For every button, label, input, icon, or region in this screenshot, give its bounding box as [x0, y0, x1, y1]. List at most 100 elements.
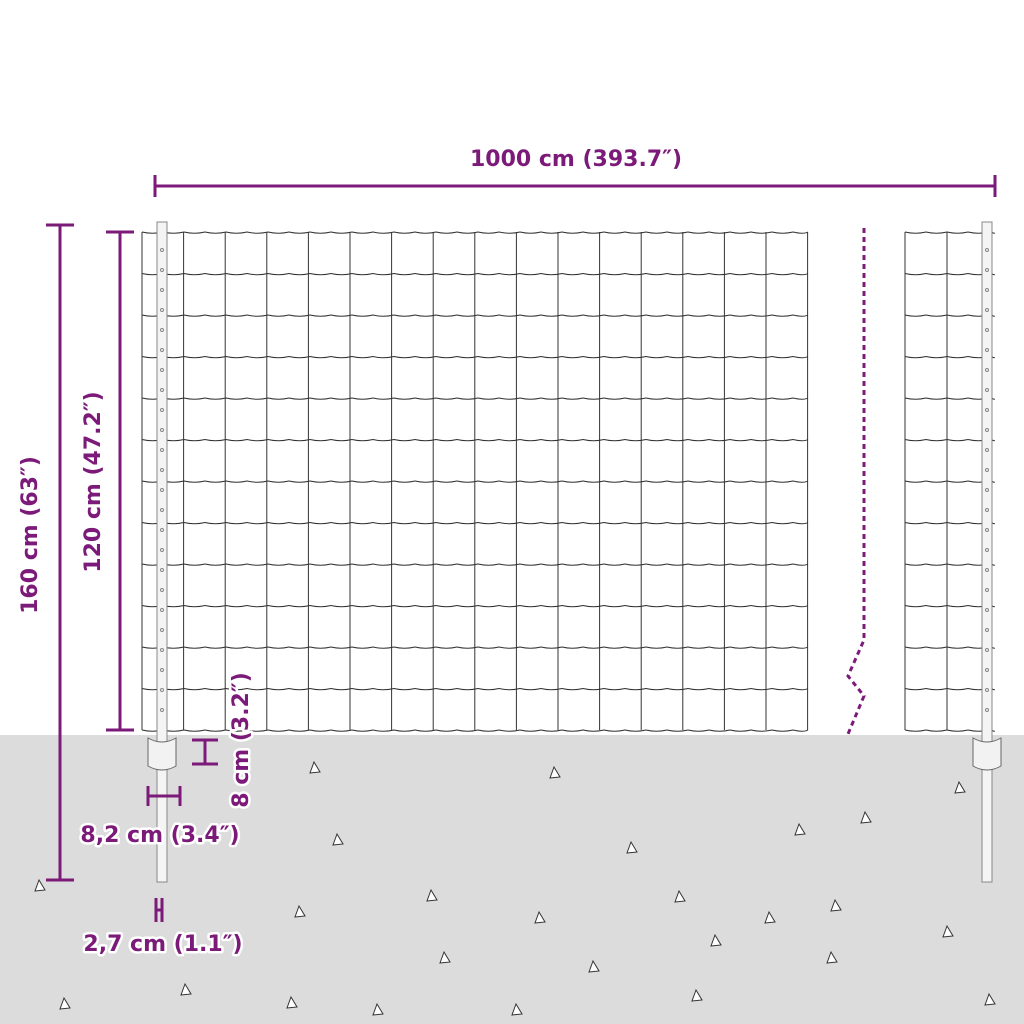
post-hole [160, 588, 164, 592]
post-hole [160, 548, 164, 552]
post-hole [985, 368, 989, 372]
post-hole [985, 528, 989, 532]
horizontal-wire [141, 355, 809, 359]
ground-plate [972, 737, 1002, 771]
ground-plate [147, 737, 177, 771]
post-hole [160, 348, 164, 352]
post-hole [985, 468, 989, 472]
horizontal-wire [904, 438, 995, 442]
ground [0, 735, 1024, 1024]
horizontal-wire [904, 272, 995, 276]
horizontal-wire [141, 231, 809, 234]
horizontal-wire [904, 687, 995, 691]
stone [764, 910, 776, 924]
stone [59, 996, 71, 1010]
post-hole [160, 608, 164, 612]
post-hole [985, 388, 989, 392]
post-hole [160, 468, 164, 472]
post-hole [985, 268, 989, 272]
post-width-label: 2,7 cm (1.1″) [83, 932, 242, 957]
stone [549, 765, 561, 779]
stone [332, 832, 344, 846]
stone [426, 888, 438, 902]
post-hole [985, 308, 989, 312]
horizontal-wire [141, 729, 809, 732]
post-hole [985, 428, 989, 432]
post-hole [160, 488, 164, 492]
horizontal-wire [141, 563, 809, 566]
fence-height-dimension-line [106, 230, 134, 732]
horizontal-wire [904, 563, 995, 566]
post-hole [985, 588, 989, 592]
post-hole [160, 528, 164, 532]
horizontal-wire [904, 314, 995, 317]
post-hole [985, 408, 989, 412]
stone [34, 878, 46, 892]
stone [588, 959, 600, 973]
post-hole [160, 428, 164, 432]
horizontal-wire [904, 231, 995, 234]
post-hole [160, 708, 164, 712]
post-hole [985, 608, 989, 612]
post-hole [985, 328, 989, 332]
post-hole [160, 628, 164, 632]
stone [294, 904, 306, 918]
stone [674, 889, 686, 903]
plate-width-label: 8,2 cm (3.4″) [80, 823, 239, 848]
post-hole [160, 248, 164, 252]
post-hole [160, 368, 164, 372]
post-hole [985, 448, 989, 452]
stone [860, 810, 872, 824]
stone [372, 1002, 384, 1016]
ground-stones [34, 760, 996, 1016]
post-hole [985, 568, 989, 572]
post-hole [985, 288, 989, 292]
post-hole [160, 508, 164, 512]
post-height-label: 160 cm (63″) [18, 456, 43, 614]
post-hole [985, 348, 989, 352]
stone [691, 988, 703, 1002]
stone [954, 780, 966, 794]
stone [511, 1002, 523, 1016]
fence-height-label: 120 cm (47.2″) [81, 391, 106, 572]
dimension-lines [46, 175, 997, 922]
post-height-dimension-line [46, 223, 74, 882]
post-hole [160, 668, 164, 672]
post-hole [985, 548, 989, 552]
horizontal-wire [141, 687, 809, 691]
stone [942, 924, 954, 938]
post-hole [160, 648, 164, 652]
post-width-dimension-line [154, 898, 164, 922]
stone [710, 933, 722, 947]
horizontal-wire [904, 397, 995, 400]
post-hole [160, 388, 164, 392]
horizontal-wire [904, 604, 995, 608]
stone [826, 950, 838, 964]
horizontal-wire [904, 521, 995, 525]
horizontal-wire [141, 314, 809, 317]
plate-height-label: 8 cm (3.2″) [229, 672, 254, 808]
plate-height-dimension-line [192, 738, 218, 766]
horizontal-wire [141, 397, 809, 400]
stone [626, 840, 638, 854]
post-hole [985, 248, 989, 252]
stone [439, 950, 451, 964]
stone [830, 898, 842, 912]
horizontal-wire [141, 438, 809, 442]
stone [794, 822, 806, 836]
horizontal-wire [141, 521, 809, 525]
horizontal-wire [904, 480, 995, 483]
post-hole [985, 708, 989, 712]
horizontal-wire [904, 355, 995, 359]
post-hole [985, 488, 989, 492]
horizontal-wire [141, 646, 809, 649]
horizontal-wire [904, 646, 995, 649]
length-dimension-line [153, 175, 997, 197]
post-hole [160, 448, 164, 452]
post-hole [985, 508, 989, 512]
post-hole [160, 308, 164, 312]
post-hole [985, 648, 989, 652]
post-hole [160, 688, 164, 692]
horizontal-wire [141, 272, 809, 276]
